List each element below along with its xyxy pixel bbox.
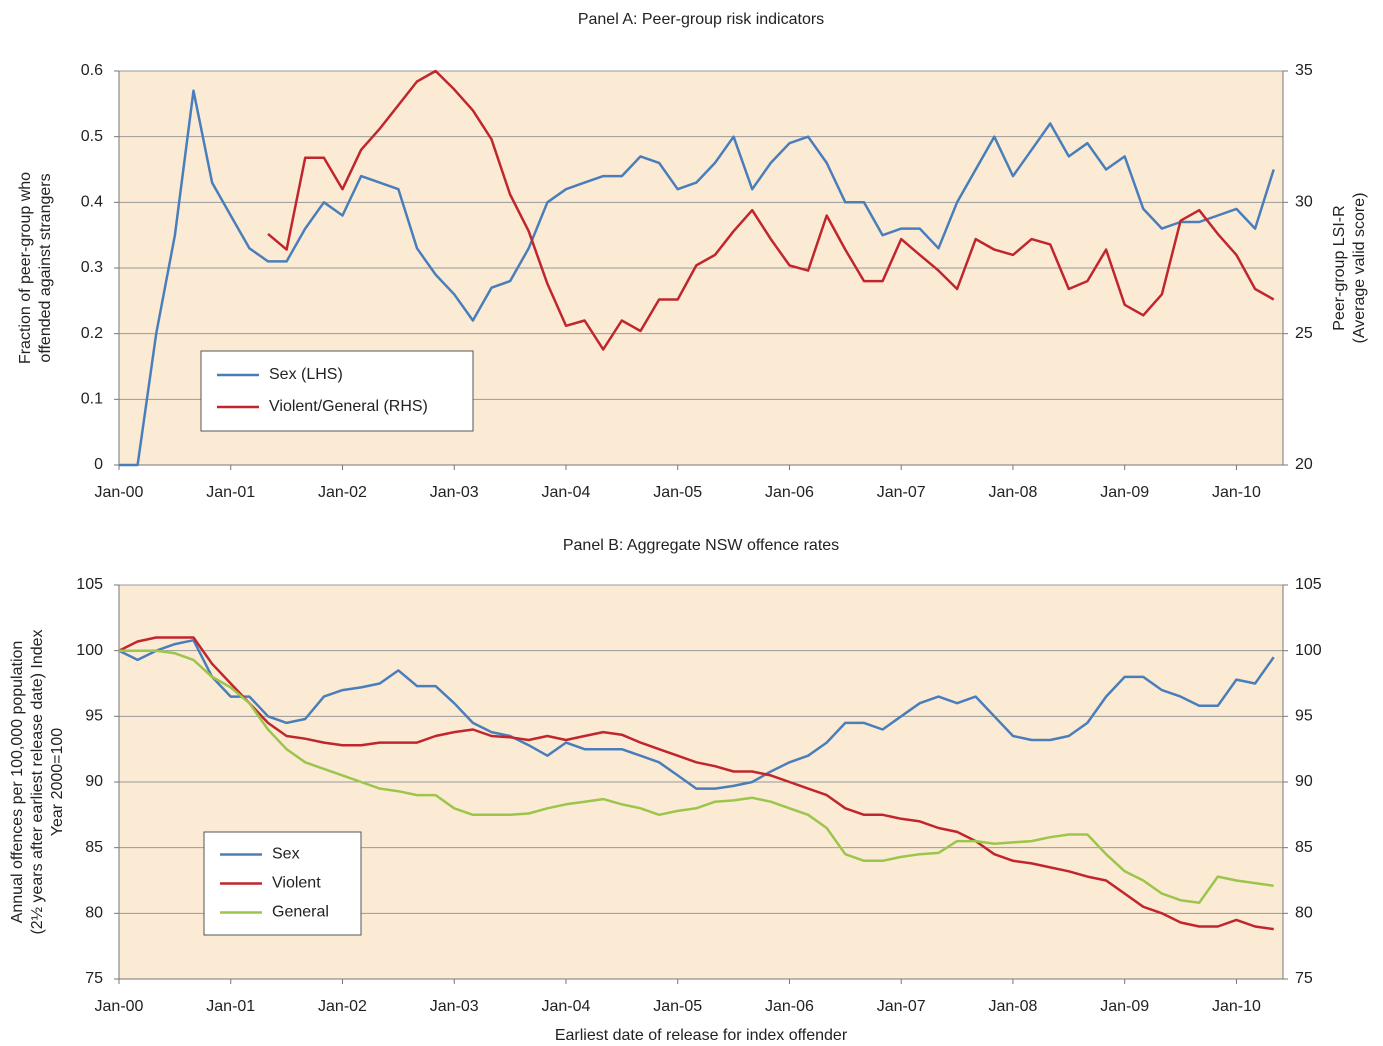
legend-box [200, 350, 474, 432]
y2-tick-label: 100 [1295, 642, 1322, 659]
y-tick-label: 90 [85, 773, 103, 790]
y-tick-label: 0.6 [81, 62, 103, 79]
x-tick-label: Jan-03 [430, 998, 479, 1015]
y2-tick-label: 105 [1295, 576, 1322, 593]
legend-label: Violent [272, 875, 321, 892]
y-tick-label: 85 [85, 839, 103, 856]
y-tick-label: 105 [76, 576, 103, 593]
x-tick-label: Jan-05 [653, 484, 702, 501]
y2-tick-label: 20 [1295, 456, 1313, 473]
y-tick-label: 75 [85, 970, 103, 987]
legend-label: Sex (LHS) [269, 366, 343, 383]
x-tick-label: Jan-00 [95, 998, 144, 1015]
y-tick-label: 0.4 [81, 194, 103, 211]
x-tick-label: Jan-07 [877, 998, 926, 1015]
series-line [118, 638, 1275, 790]
y2-tick-label: 75 [1295, 970, 1313, 987]
x-tick-label: Jan-09 [1100, 998, 1149, 1015]
series-line [119, 649, 1274, 905]
y-axis-label: offended against strangers [37, 173, 54, 362]
y2-tick-label: 35 [1295, 62, 1313, 79]
x-tick-label: Jan-01 [206, 484, 255, 501]
x-tick-label: Jan-09 [1100, 484, 1149, 501]
x-tick-label: Jan-08 [988, 484, 1037, 501]
x-tick-label: Jan-05 [653, 998, 702, 1015]
y-tick-label: 0.3 [81, 259, 103, 276]
x-tick-label: Jan-06 [765, 484, 814, 501]
y2-tick-label: 30 [1295, 194, 1313, 211]
legend-label: General [272, 904, 329, 921]
y-tick-label: 0.5 [81, 128, 103, 145]
y-tick-label: 80 [85, 905, 103, 922]
x-tick-label: Jan-04 [542, 484, 591, 501]
x-tick-label: Jan-07 [877, 484, 926, 501]
y-tick-label: 100 [76, 642, 103, 659]
x-tick-label: Jan-04 [542, 998, 591, 1015]
x-tick-label: Jan-06 [765, 998, 814, 1015]
y-tick-label: 0 [94, 456, 103, 473]
y-tick-label: 95 [85, 708, 103, 725]
x-tick-label: Jan-00 [95, 484, 144, 501]
x-tick-label: Jan-03 [430, 484, 479, 501]
y2-tick-label: 80 [1295, 905, 1313, 922]
chart-title: Panel B: Aggregate NSW offence rates [563, 537, 839, 554]
x-tick-label: Jan-10 [1212, 484, 1261, 501]
x-axis-label: Earliest date of release for index offen… [555, 1027, 848, 1044]
series-line [119, 89, 1275, 467]
y-tick-label: 0.2 [81, 325, 103, 342]
y-axis-label: Annual offences per 100,000 population [9, 641, 26, 924]
legend-label: Sex [272, 846, 300, 863]
y-axis-label: (2½ years after earliest release date) I… [29, 629, 46, 934]
y2-tick-label: 90 [1295, 773, 1313, 790]
y2-axis-label: Peer-group LSI-R [1331, 205, 1348, 330]
y2-tick-label: 25 [1295, 325, 1313, 342]
x-tick-label: Jan-10 [1212, 998, 1261, 1015]
series-line [267, 69, 1275, 351]
y-tick-label: 0.1 [81, 391, 103, 408]
y2-axis-label: (Average valid score) [1351, 193, 1368, 344]
chart-title: Panel A: Peer-group risk indicators [578, 11, 824, 28]
x-tick-label: Jan-02 [318, 998, 367, 1015]
legend-label: Violent/General (RHS) [269, 398, 428, 415]
x-tick-label: Jan-02 [318, 484, 367, 501]
x-tick-label: Jan-01 [206, 998, 255, 1015]
x-tick-label: Jan-08 [988, 998, 1037, 1015]
y-axis-label: Year 2000=100 [49, 728, 66, 837]
y2-tick-label: 95 [1295, 708, 1313, 725]
series-line [118, 636, 1274, 931]
y2-tick-label: 85 [1295, 839, 1313, 856]
y-axis-label: Fraction of peer-group who [17, 172, 34, 364]
